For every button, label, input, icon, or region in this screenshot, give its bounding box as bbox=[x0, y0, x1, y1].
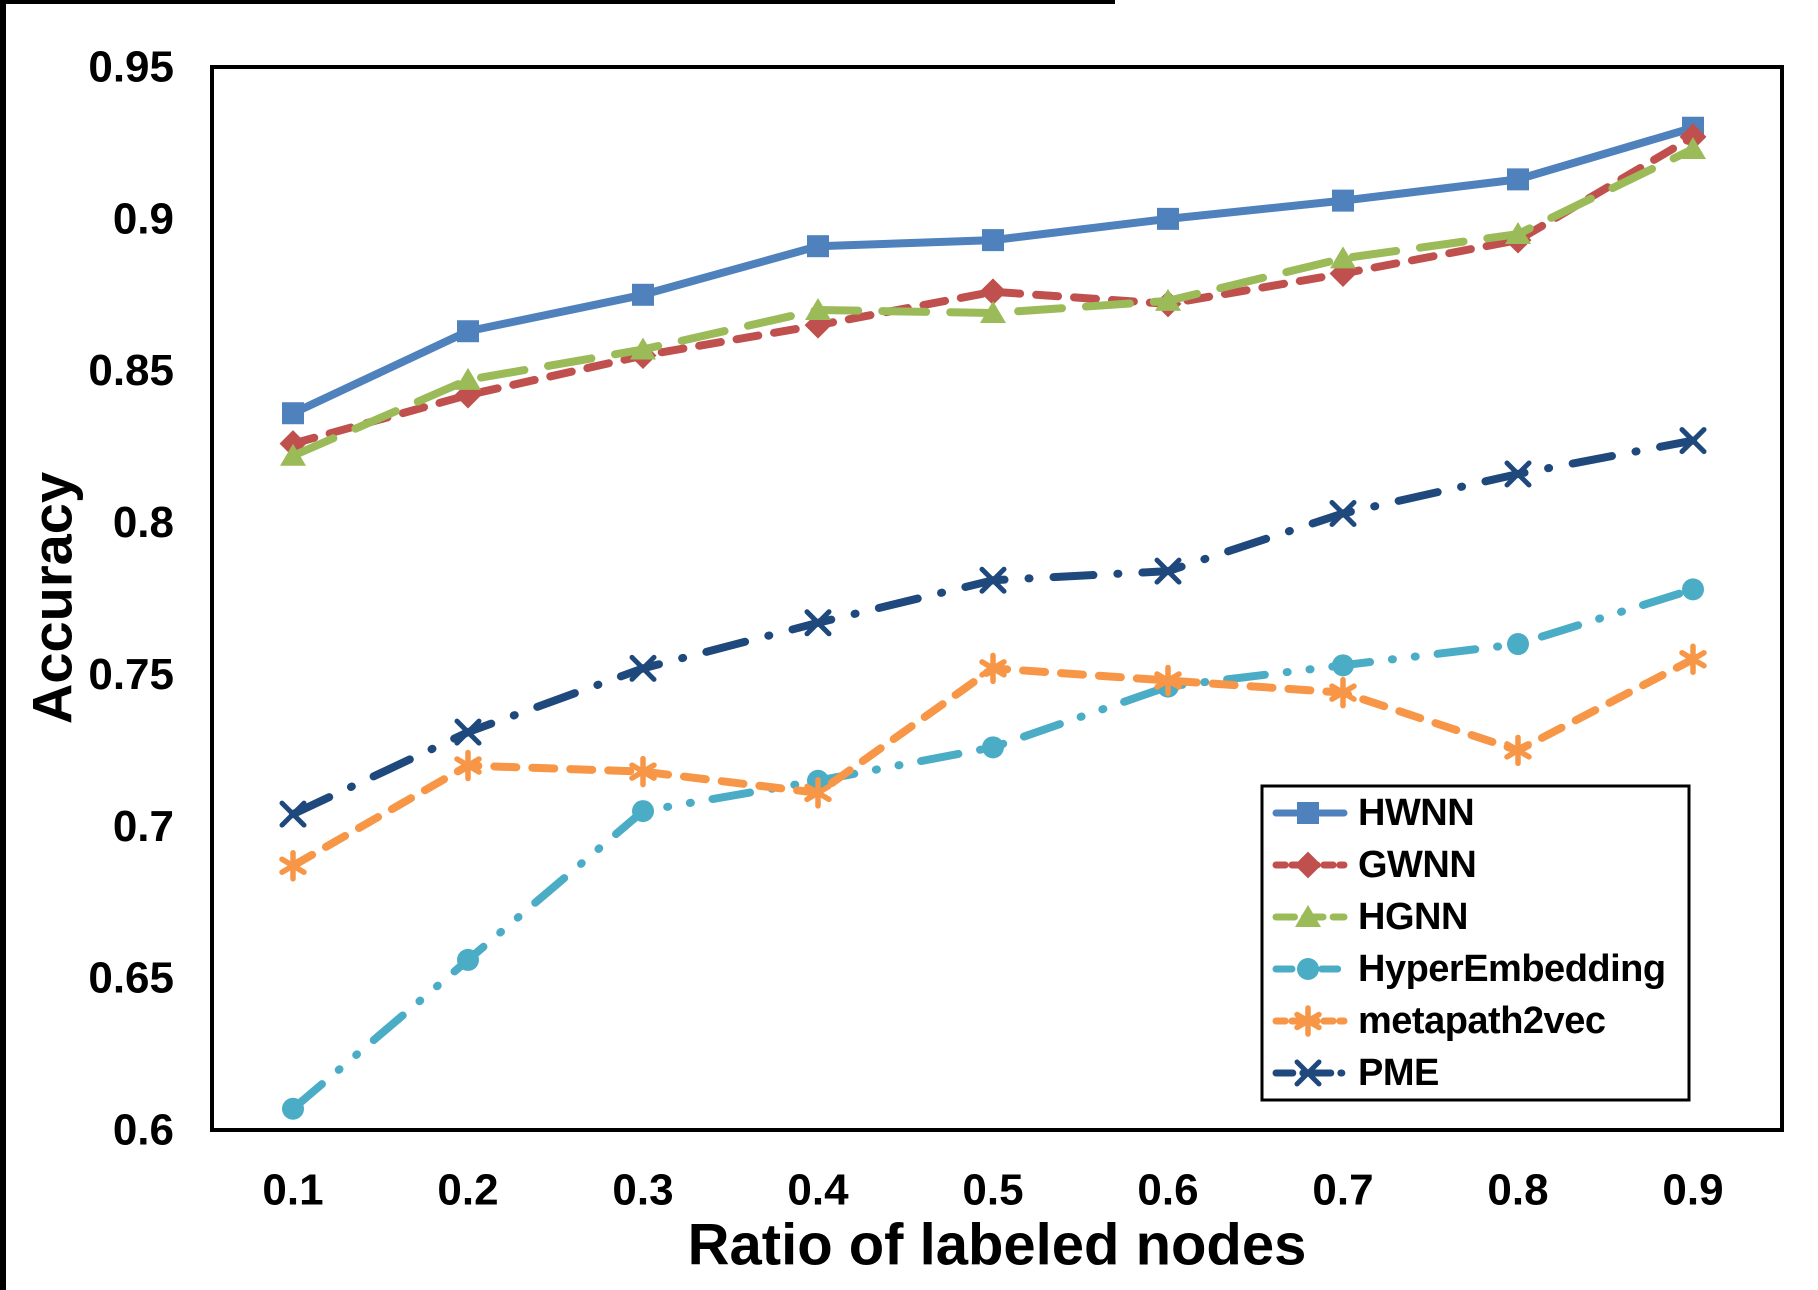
square-marker-icon bbox=[807, 235, 829, 258]
y-axis-title: Accuracy bbox=[21, 472, 84, 724]
x-tick-label: 0.2 bbox=[437, 1166, 498, 1215]
asterisk-marker-icon bbox=[629, 755, 657, 788]
x-marker-icon bbox=[629, 654, 657, 682]
triangle-marker-icon bbox=[1295, 905, 1321, 927]
legend-box bbox=[1260, 784, 1691, 1102]
triangle-marker-icon bbox=[1505, 222, 1531, 245]
legend-item-metapath2vec: metapath2vec bbox=[1272, 1000, 1606, 1042]
y-tick-label: 0.65 bbox=[88, 954, 174, 1003]
series-markers-pme bbox=[279, 427, 1707, 828]
diamond-marker-icon bbox=[1294, 851, 1322, 879]
square-marker-icon bbox=[282, 402, 304, 425]
legend-label: GWNN bbox=[1358, 844, 1476, 886]
asterisk-marker-icon bbox=[1329, 676, 1357, 709]
circle-marker-icon bbox=[1507, 633, 1529, 656]
asterisk-marker-icon bbox=[454, 749, 482, 782]
x-marker-icon bbox=[454, 718, 482, 746]
x-tick-label: 0.7 bbox=[1312, 1166, 1373, 1215]
circle-marker-icon bbox=[1332, 654, 1354, 677]
x-tick-label: 0.1 bbox=[262, 1166, 323, 1215]
x-marker-icon bbox=[1154, 557, 1182, 585]
x-tick-label: 0.5 bbox=[962, 1166, 1023, 1215]
y-tick-label: 0.95 bbox=[88, 43, 174, 92]
triangle-marker-icon bbox=[1155, 288, 1181, 311]
x-marker-icon bbox=[1294, 1059, 1322, 1087]
circle-marker-icon bbox=[1682, 578, 1704, 601]
circle-marker-icon bbox=[1297, 958, 1319, 980]
triangle-marker-icon bbox=[1330, 246, 1356, 269]
square-marker-icon bbox=[1507, 168, 1529, 191]
plot-frame bbox=[210, 65, 1784, 1132]
y-tick-label: 0.9 bbox=[113, 194, 174, 243]
legend-label: HGNN bbox=[1358, 896, 1468, 938]
asterisk-marker-icon bbox=[1154, 664, 1182, 697]
x-tick-label: 0.4 bbox=[787, 1166, 849, 1215]
asterisk-marker-icon bbox=[1504, 734, 1532, 767]
square-marker-icon bbox=[1297, 802, 1319, 824]
window-left-edge bbox=[0, 0, 6, 1290]
x-marker-icon bbox=[279, 800, 307, 828]
square-marker-icon bbox=[1157, 207, 1179, 230]
triangle-marker-icon bbox=[280, 443, 306, 466]
series-line-gwnn bbox=[289, 132, 1697, 448]
series-markers-hgnn bbox=[280, 137, 1706, 466]
legend-label: PME bbox=[1358, 1052, 1439, 1094]
y-tick-label: 0.8 bbox=[113, 498, 174, 547]
triangle-marker-icon bbox=[805, 297, 831, 320]
circle-marker-icon bbox=[457, 948, 479, 971]
x-tick-label: 0.8 bbox=[1487, 1166, 1548, 1215]
x-tick-label: 0.9 bbox=[1662, 1166, 1723, 1215]
asterisk-marker-icon bbox=[979, 652, 1007, 685]
x-tick-label: 0.3 bbox=[612, 1166, 673, 1215]
triangle-marker-icon bbox=[455, 367, 481, 390]
legend-item-hwnn: HWNN bbox=[1272, 792, 1475, 834]
legend-item-pme: PME bbox=[1272, 1052, 1439, 1094]
asterisk-marker-icon bbox=[1294, 1005, 1322, 1037]
series-markers-gwnn bbox=[279, 123, 1707, 458]
x-marker-icon bbox=[979, 566, 1007, 594]
y-tick-label: 0.75 bbox=[88, 650, 174, 699]
circle-marker-icon bbox=[282, 1097, 304, 1120]
asterisk-marker-icon bbox=[279, 850, 307, 882]
square-marker-icon bbox=[982, 229, 1004, 252]
y-tick-label: 0.7 bbox=[113, 802, 174, 851]
x-marker-icon bbox=[1504, 460, 1532, 488]
legend-label: HyperEmbedding bbox=[1358, 948, 1666, 990]
legend: HWNN GWNN HGNN HyperEmbedding metapath2vec PM… bbox=[1260, 784, 1691, 1102]
series-markers-metapath2vec bbox=[279, 643, 1707, 882]
asterisk-marker-icon bbox=[804, 777, 832, 809]
legend-item-hyperembedding: HyperEmbedding bbox=[1272, 948, 1666, 990]
y-tick-label: 0.6 bbox=[113, 1106, 174, 1155]
x-axis-title: Ratio of labeled nodes bbox=[688, 1213, 1307, 1278]
series-markers-hwnn bbox=[282, 116, 1704, 425]
triangle-marker-icon bbox=[630, 337, 656, 360]
triangle-marker-icon bbox=[1680, 137, 1706, 160]
square-marker-icon bbox=[632, 283, 654, 306]
legend-label: metapath2vec bbox=[1358, 1000, 1606, 1042]
circle-marker-icon bbox=[632, 800, 654, 823]
x-marker-icon bbox=[1329, 499, 1357, 527]
triangle-marker-icon bbox=[980, 301, 1006, 324]
legend-item-hgnn: HGNN bbox=[1272, 896, 1468, 938]
legend-item-gwnn: GWNN bbox=[1272, 844, 1477, 886]
circle-marker-icon bbox=[982, 736, 1004, 759]
x-marker-icon bbox=[1679, 427, 1707, 455]
y-tick-label: 0.85 bbox=[88, 346, 174, 395]
window-top-edge bbox=[0, 0, 1115, 4]
x-tick-label: 0.6 bbox=[1137, 1166, 1198, 1215]
legend-label: HWNN bbox=[1358, 792, 1474, 834]
asterisk-marker-icon bbox=[1679, 643, 1707, 675]
x-marker-icon bbox=[804, 609, 832, 637]
square-marker-icon bbox=[1332, 189, 1354, 212]
series-line-hyperembedding bbox=[289, 585, 1697, 1113]
square-marker-icon bbox=[457, 320, 479, 343]
